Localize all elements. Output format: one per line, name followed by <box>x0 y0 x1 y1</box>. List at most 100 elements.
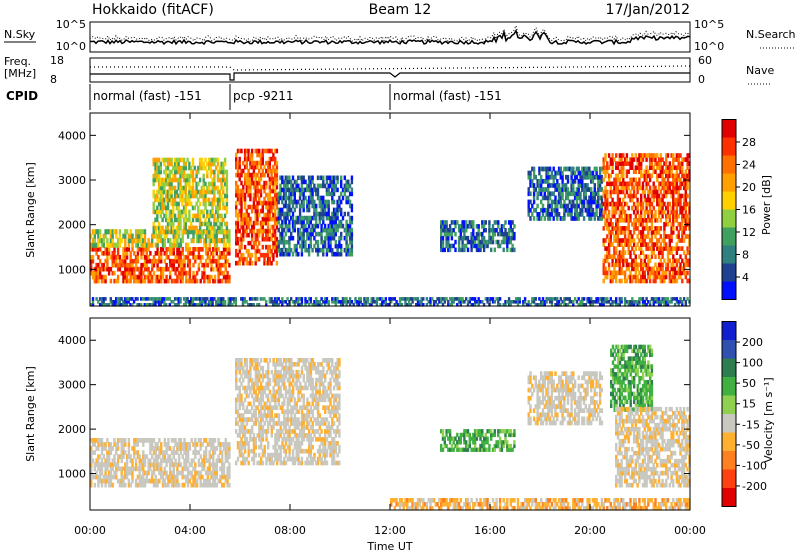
heatmap-cell <box>101 450 103 455</box>
heatmap-cell <box>535 208 537 213</box>
heatmap-cell <box>190 222 192 227</box>
heatmap-cell <box>306 228 308 233</box>
heatmap-cell <box>617 222 619 227</box>
heatmap-cell <box>617 165 619 170</box>
heatmap-cell <box>631 246 633 251</box>
heatmap-cell <box>178 454 180 459</box>
heatmap-cell <box>226 202 228 207</box>
colorbar-swatch <box>722 156 736 175</box>
heatmap-cell <box>97 446 99 451</box>
heatmap-cell <box>647 230 649 235</box>
heatmap-cell <box>540 175 542 180</box>
heatmap-cell <box>104 275 106 280</box>
heatmap-cell <box>313 200 315 205</box>
heatmap-cell <box>235 201 237 206</box>
freq-panel: Freq. [MHz] 18 8 60 0 Nave <box>4 54 774 86</box>
heatmap-cell <box>642 202 644 207</box>
heatmap-cell <box>292 236 294 241</box>
heatmap-cell <box>681 259 683 264</box>
heatmap-cell <box>608 153 610 158</box>
heatmap-cell <box>585 196 587 201</box>
heatmap-cell <box>201 230 203 235</box>
heatmap-cell <box>153 202 155 207</box>
heatmap-cell <box>479 248 481 253</box>
heatmap-cell <box>169 174 171 179</box>
heatmap-cell <box>110 442 112 447</box>
heatmap-cell <box>104 471 106 476</box>
heatmap-cell <box>128 450 130 455</box>
heatmap-cell <box>651 218 653 223</box>
heatmap-cell <box>611 161 613 166</box>
heatmap-cell <box>149 458 151 463</box>
heatmap-cell <box>276 173 278 178</box>
heatmap-cell <box>540 191 542 196</box>
heatmap-cell <box>165 263 167 268</box>
heatmap-cell <box>97 263 99 268</box>
power-heatmap <box>90 149 691 307</box>
heatmap-cell <box>242 189 244 194</box>
heatmap-cell <box>615 182 617 187</box>
heatmap-cell <box>226 226 228 231</box>
heatmap-cell <box>678 259 680 264</box>
heatmap-cell <box>153 263 155 268</box>
heatmap-cell <box>586 183 588 188</box>
heatmap-cell <box>351 236 353 241</box>
heatmap-cell <box>165 275 167 280</box>
heatmap-cell <box>597 200 599 205</box>
heatmap-cell <box>303 236 305 241</box>
power-colorbar-label: Power [dB] <box>760 175 773 235</box>
heatmap-cell <box>103 238 105 243</box>
heatmap-cell <box>322 216 324 221</box>
heatmap-cell <box>176 479 178 484</box>
heatmap-cell <box>194 467 196 472</box>
heatmap-cell <box>661 174 663 179</box>
nsky-frame <box>90 22 690 52</box>
heatmap-cell <box>263 257 265 262</box>
heatmap-cell <box>191 471 193 476</box>
heatmap-cell <box>317 244 319 249</box>
heatmap-cell <box>588 167 590 172</box>
heatmap-cell <box>183 263 185 268</box>
heatmap-cell <box>633 190 635 195</box>
heatmap-cell <box>217 174 219 179</box>
heatmap-cell <box>117 275 119 280</box>
heatmap-cell <box>458 244 460 249</box>
heatmap-cell <box>253 169 255 174</box>
heatmap-cell <box>228 263 230 268</box>
heatmap-cell <box>301 248 303 253</box>
heatmap-cell <box>256 297 258 301</box>
heatmap-cell <box>198 450 200 455</box>
heatmap-cell <box>179 178 181 183</box>
heatmap-cell <box>185 210 187 215</box>
heatmap-cell <box>624 230 626 235</box>
heatmap-cell <box>472 228 474 233</box>
heatmap-cell <box>497 224 499 229</box>
heatmap-cell <box>142 251 144 256</box>
heatmap-cell <box>676 169 678 174</box>
heatmap-cell <box>242 225 244 230</box>
heatmap-cell <box>686 186 688 191</box>
heatmap-cell <box>336 180 338 185</box>
heatmap-cell <box>258 149 260 154</box>
y-tick-label: 2000 <box>58 219 86 232</box>
heatmap-cell <box>99 234 101 239</box>
heatmap-cell <box>653 165 655 170</box>
heatmap-cell <box>199 202 201 207</box>
heatmap-cell <box>187 234 189 239</box>
heatmap-cell <box>255 197 257 202</box>
heatmap-cell <box>478 236 480 241</box>
heatmap-cell <box>297 240 299 245</box>
heatmap-cell <box>212 251 214 256</box>
y-tick-label: 1000 <box>58 263 86 276</box>
heatmap-cell <box>219 267 221 272</box>
heatmap-cell <box>560 200 562 205</box>
heatmap-cell <box>272 225 274 230</box>
heatmap-cell <box>192 162 194 167</box>
heatmap-cell <box>686 214 688 219</box>
heatmap-cell <box>288 228 290 233</box>
heatmap-cell <box>213 190 215 195</box>
heatmap-cell <box>295 248 297 253</box>
heatmap-cell <box>576 208 578 213</box>
heatmap-cell <box>200 438 202 443</box>
